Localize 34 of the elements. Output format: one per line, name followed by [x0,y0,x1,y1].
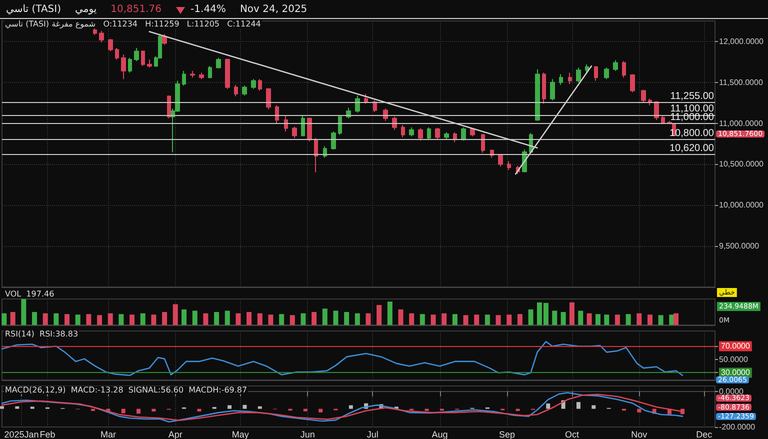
text: -1.44% [190,4,226,14]
text: Nov 24, 2025 [240,4,308,14]
y-tick-label: 9,500.0000 [719,242,760,251]
x-tick-label: May [232,430,250,439]
x-tick-label: Sep [498,430,515,439]
y-tick-label: 10,500.0000 [719,160,764,169]
y-tick-label: 50.0000 [719,354,748,364]
y-tick-label: -200.0000 [719,422,756,432]
y-tick-label: 11,500.0000 [719,78,764,87]
annotation: MACD(26,12,9) MACD:-13.28 SIGNAL:56.60 MACDH:-69.87 [5,386,248,394]
y-tick-label: 70.0000 [721,342,750,351]
y-tick-label: 30.0000 [721,368,750,378]
text: 10,851.76 [110,4,162,14]
y-tick-label: 12,000.0000 [719,36,764,46]
y-tick-label: 10,000.0000 [719,200,764,210]
x-tick-label: Jul [366,430,378,439]
x-tick-label: Apr [168,430,182,439]
x-tick-label: Dec [696,430,713,439]
x-tick-label: 2025Jan [4,430,39,439]
y-tick-label: 0.0000 [719,386,744,396]
x-tick-label: Mar [100,430,116,439]
text: VOL 197.46 [5,290,54,298]
chart-subtitle: تاسي (TASI) شموع مفرغة O:11234 H:11259 L:11205 C:11244 [5,20,261,28]
y-tick-label: 11,000.0000 [719,118,764,128]
ref-line-label: 11,255.00 [670,90,714,102]
ref-line-label: 10,620.00 [670,142,714,154]
text: يومي [75,4,97,14]
x-tick-label: Oct [564,430,580,439]
x-tick-label: Feb [40,430,56,439]
x-tick-label: Jun [300,430,315,439]
annotation: RSI(14) RSI:38.83 [5,330,78,338]
x-tick-label: Nov [631,430,648,439]
x-tick-label: Aug [432,430,448,439]
chart-title: تاسي (TASI) [6,4,61,14]
